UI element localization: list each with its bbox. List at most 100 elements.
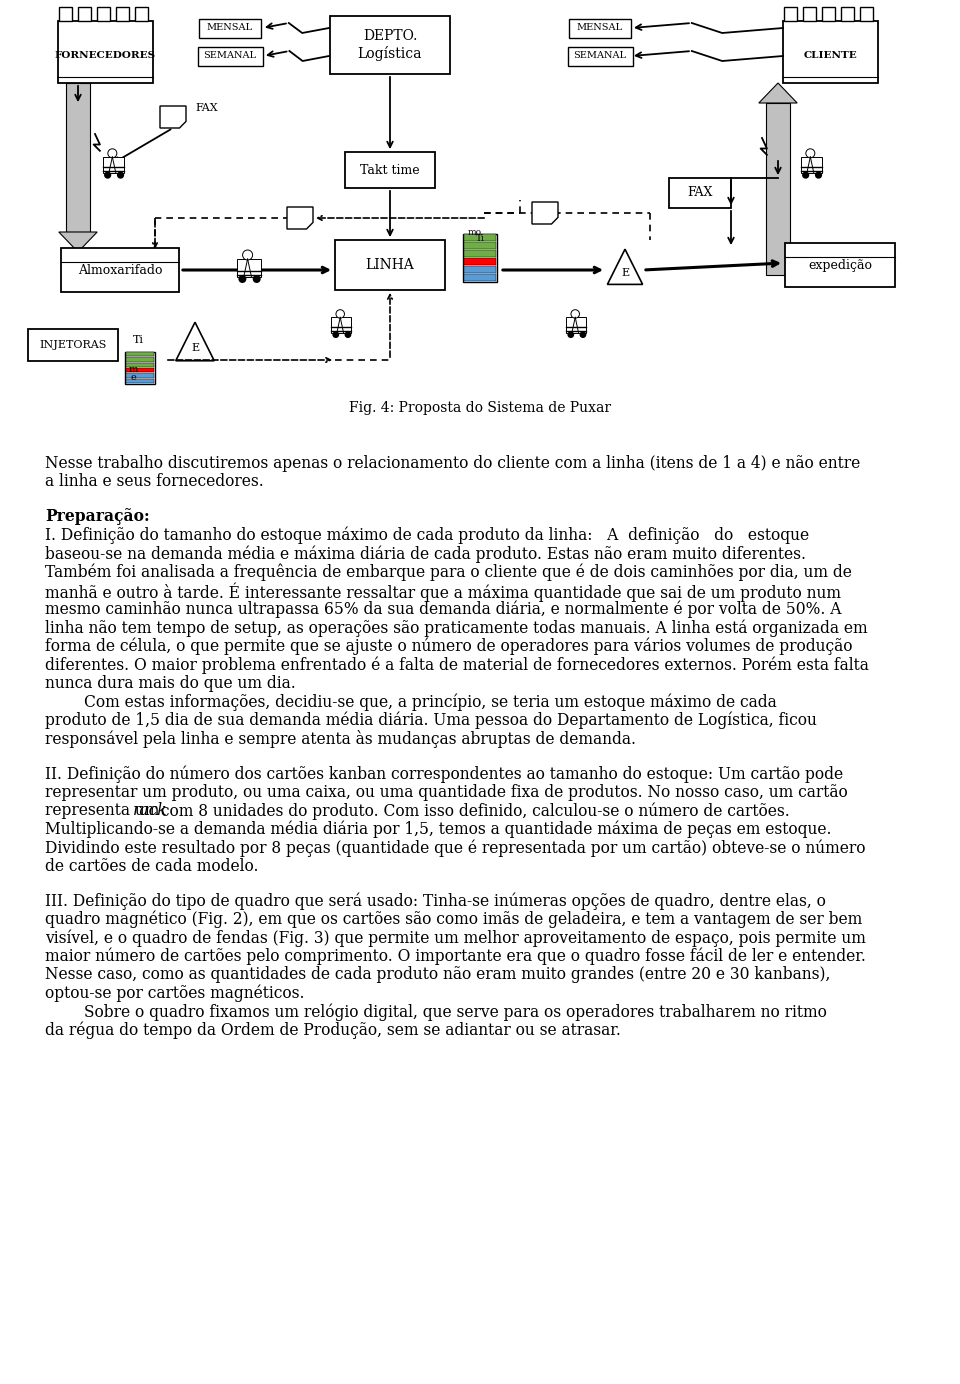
Bar xyxy=(801,156,822,173)
Text: SEMANAL: SEMANAL xyxy=(573,51,627,61)
Bar xyxy=(804,7,816,21)
Bar xyxy=(126,368,154,372)
Bar xyxy=(58,21,153,83)
Text: Dividindo este resultado por 8 peças (quantidade que é representada por um cartã: Dividindo este resultado por 8 peças (qu… xyxy=(45,839,866,857)
Polygon shape xyxy=(160,107,186,127)
Bar xyxy=(566,317,587,332)
Bar xyxy=(330,17,450,73)
Bar xyxy=(199,18,261,37)
Polygon shape xyxy=(176,322,214,361)
Bar xyxy=(784,7,797,21)
Text: rack: rack xyxy=(132,803,168,819)
Text: II. Definição do número dos cartões kanban correspondentes ao tamanho do estoque: II. Definição do número dos cartões kanb… xyxy=(45,765,843,782)
Bar xyxy=(464,242,496,249)
Bar xyxy=(464,257,496,264)
Bar xyxy=(782,21,877,83)
Circle shape xyxy=(805,149,815,158)
Text: e: e xyxy=(131,374,136,382)
Bar xyxy=(766,102,790,275)
Circle shape xyxy=(108,149,117,158)
Bar xyxy=(66,83,90,233)
Bar xyxy=(464,234,496,241)
Text: optou-se por cartões magnéticos.: optou-se por cartões magnéticos. xyxy=(45,985,304,1002)
Bar xyxy=(126,357,154,361)
Text: visível, e o quadro de fendas (Fig. 3) que permite um melhor aproveitamento de e: visível, e o quadro de fendas (Fig. 3) q… xyxy=(45,930,866,947)
Text: m: m xyxy=(129,365,137,375)
Bar xyxy=(198,47,262,65)
Bar xyxy=(60,7,72,21)
Polygon shape xyxy=(287,208,313,228)
Text: manhã e outro à tarde. É interessante ressaltar que a máxima quantidade que sai : manhã e outro à tarde. É interessante re… xyxy=(45,583,841,602)
Text: quadro magnético (Fig. 2), em que os cartões são como imãs de geladeira, e tem a: quadro magnético (Fig. 2), em que os car… xyxy=(45,911,862,929)
Circle shape xyxy=(243,251,252,260)
Text: responsável pela linha e sempre atenta às mudanças abruptas de demanda.: responsável pela linha e sempre atenta à… xyxy=(45,731,636,749)
Text: FAX: FAX xyxy=(687,187,712,199)
Text: I. Definição do tamanho do estoque máximo de cada produto da linha:   A  definiç: I. Definição do tamanho do estoque máxim… xyxy=(45,527,809,544)
Circle shape xyxy=(802,172,809,179)
Bar xyxy=(126,352,154,356)
Bar xyxy=(135,7,148,21)
Polygon shape xyxy=(608,249,642,284)
Bar xyxy=(345,152,435,188)
Bar xyxy=(237,259,260,277)
Text: mo: mo xyxy=(468,228,482,237)
Polygon shape xyxy=(59,233,97,252)
Text: maior número de cartões pelo comprimento. O importante era que o quadro fosse fá: maior número de cartões pelo comprimento… xyxy=(45,948,866,966)
Circle shape xyxy=(104,172,111,179)
Bar xyxy=(116,7,129,21)
Bar xyxy=(125,352,155,383)
Text: da régua do tempo da Ordem de Produção, sem se adiantar ou se atrasar.: da régua do tempo da Ordem de Produção, … xyxy=(45,1021,621,1039)
Bar xyxy=(464,266,496,273)
Text: LINHA: LINHA xyxy=(366,257,415,273)
Bar xyxy=(335,239,445,291)
Text: Ti: Ti xyxy=(475,234,485,244)
Bar xyxy=(28,329,118,361)
Bar xyxy=(464,251,496,257)
Text: Fig. 4: Proposta do Sistema de Puxar: Fig. 4: Proposta do Sistema de Puxar xyxy=(348,401,612,415)
Text: nunca dura mais do que um dia.: nunca dura mais do que um dia. xyxy=(45,675,296,692)
Text: Com estas informações, decidiu-se que, a princípio, se teria um estoque máximo d: Com estas informações, decidiu-se que, a… xyxy=(45,693,777,711)
Bar xyxy=(567,47,633,65)
Bar xyxy=(841,7,853,21)
Bar xyxy=(785,244,895,286)
Text: mesmo caminhão nunca ultrapassa 65% da sua demanda diária, e normalmente é por v: mesmo caminhão nunca ultrapassa 65% da s… xyxy=(45,601,842,619)
Circle shape xyxy=(238,275,247,282)
Polygon shape xyxy=(758,83,797,102)
Circle shape xyxy=(252,275,261,282)
Bar xyxy=(97,7,109,21)
Circle shape xyxy=(332,331,339,338)
Circle shape xyxy=(571,310,580,318)
Circle shape xyxy=(336,310,345,318)
Text: Takt time: Takt time xyxy=(360,163,420,177)
Bar xyxy=(331,317,351,332)
Text: E: E xyxy=(621,268,629,278)
Text: Ti: Ti xyxy=(133,335,144,345)
Circle shape xyxy=(117,172,124,179)
Text: diferentes. O maior problema enfrentado é a falta de material de fornecedores ex: diferentes. O maior problema enfrentado … xyxy=(45,656,869,674)
Polygon shape xyxy=(532,202,558,224)
Bar xyxy=(126,374,154,378)
Bar xyxy=(61,248,179,292)
Text: SEMANAL: SEMANAL xyxy=(204,51,256,61)
Text: de cartões de cada modelo.: de cartões de cada modelo. xyxy=(45,858,258,875)
Text: baseou-se na demanda média e máxima diária de cada produto. Estas não eram muito: baseou-se na demanda média e máxima diár… xyxy=(45,545,806,563)
Text: III. Definição do tipo de quadro que será usado: Tinha-se inúmeras opções de qua: III. Definição do tipo de quadro que ser… xyxy=(45,893,826,909)
Bar xyxy=(569,18,631,37)
Text: Preparação:: Preparação: xyxy=(45,508,150,526)
Bar xyxy=(79,7,91,21)
Text: linha não tem tempo de setup, as operações são praticamente todas manuais. A lin: linha não tem tempo de setup, as operaçõ… xyxy=(45,619,868,637)
Text: CLIENTE: CLIENTE xyxy=(804,51,857,61)
Text: com 8 unidades do produto. Com isso definido, calculou-se o número de cartões.: com 8 unidades do produto. Com isso defi… xyxy=(156,803,790,819)
Circle shape xyxy=(815,172,822,179)
Text: Nesse trabalho discutiremos apenas o relacionamento do cliente com a linha (iten: Nesse trabalho discutiremos apenas o rel… xyxy=(45,455,860,472)
Text: produto de 1,5 dia de sua demanda média diária. Uma pessoa do Departamento de Lo: produto de 1,5 dia de sua demanda média … xyxy=(45,711,817,729)
Bar xyxy=(669,179,731,208)
Text: Nesse caso, como as quantidades de cada produto não eram muito grandes (entre 20: Nesse caso, como as quantidades de cada … xyxy=(45,966,830,984)
Text: INJETORAS: INJETORAS xyxy=(39,340,107,350)
Bar xyxy=(464,274,496,281)
Bar xyxy=(860,7,873,21)
Text: FAX: FAX xyxy=(195,102,218,113)
Circle shape xyxy=(567,331,574,338)
Text: forma de célula, o que permite que se ajuste o número de operadores para vários : forma de célula, o que permite que se aj… xyxy=(45,638,852,656)
Text: Almoxarifado: Almoxarifado xyxy=(78,263,162,277)
